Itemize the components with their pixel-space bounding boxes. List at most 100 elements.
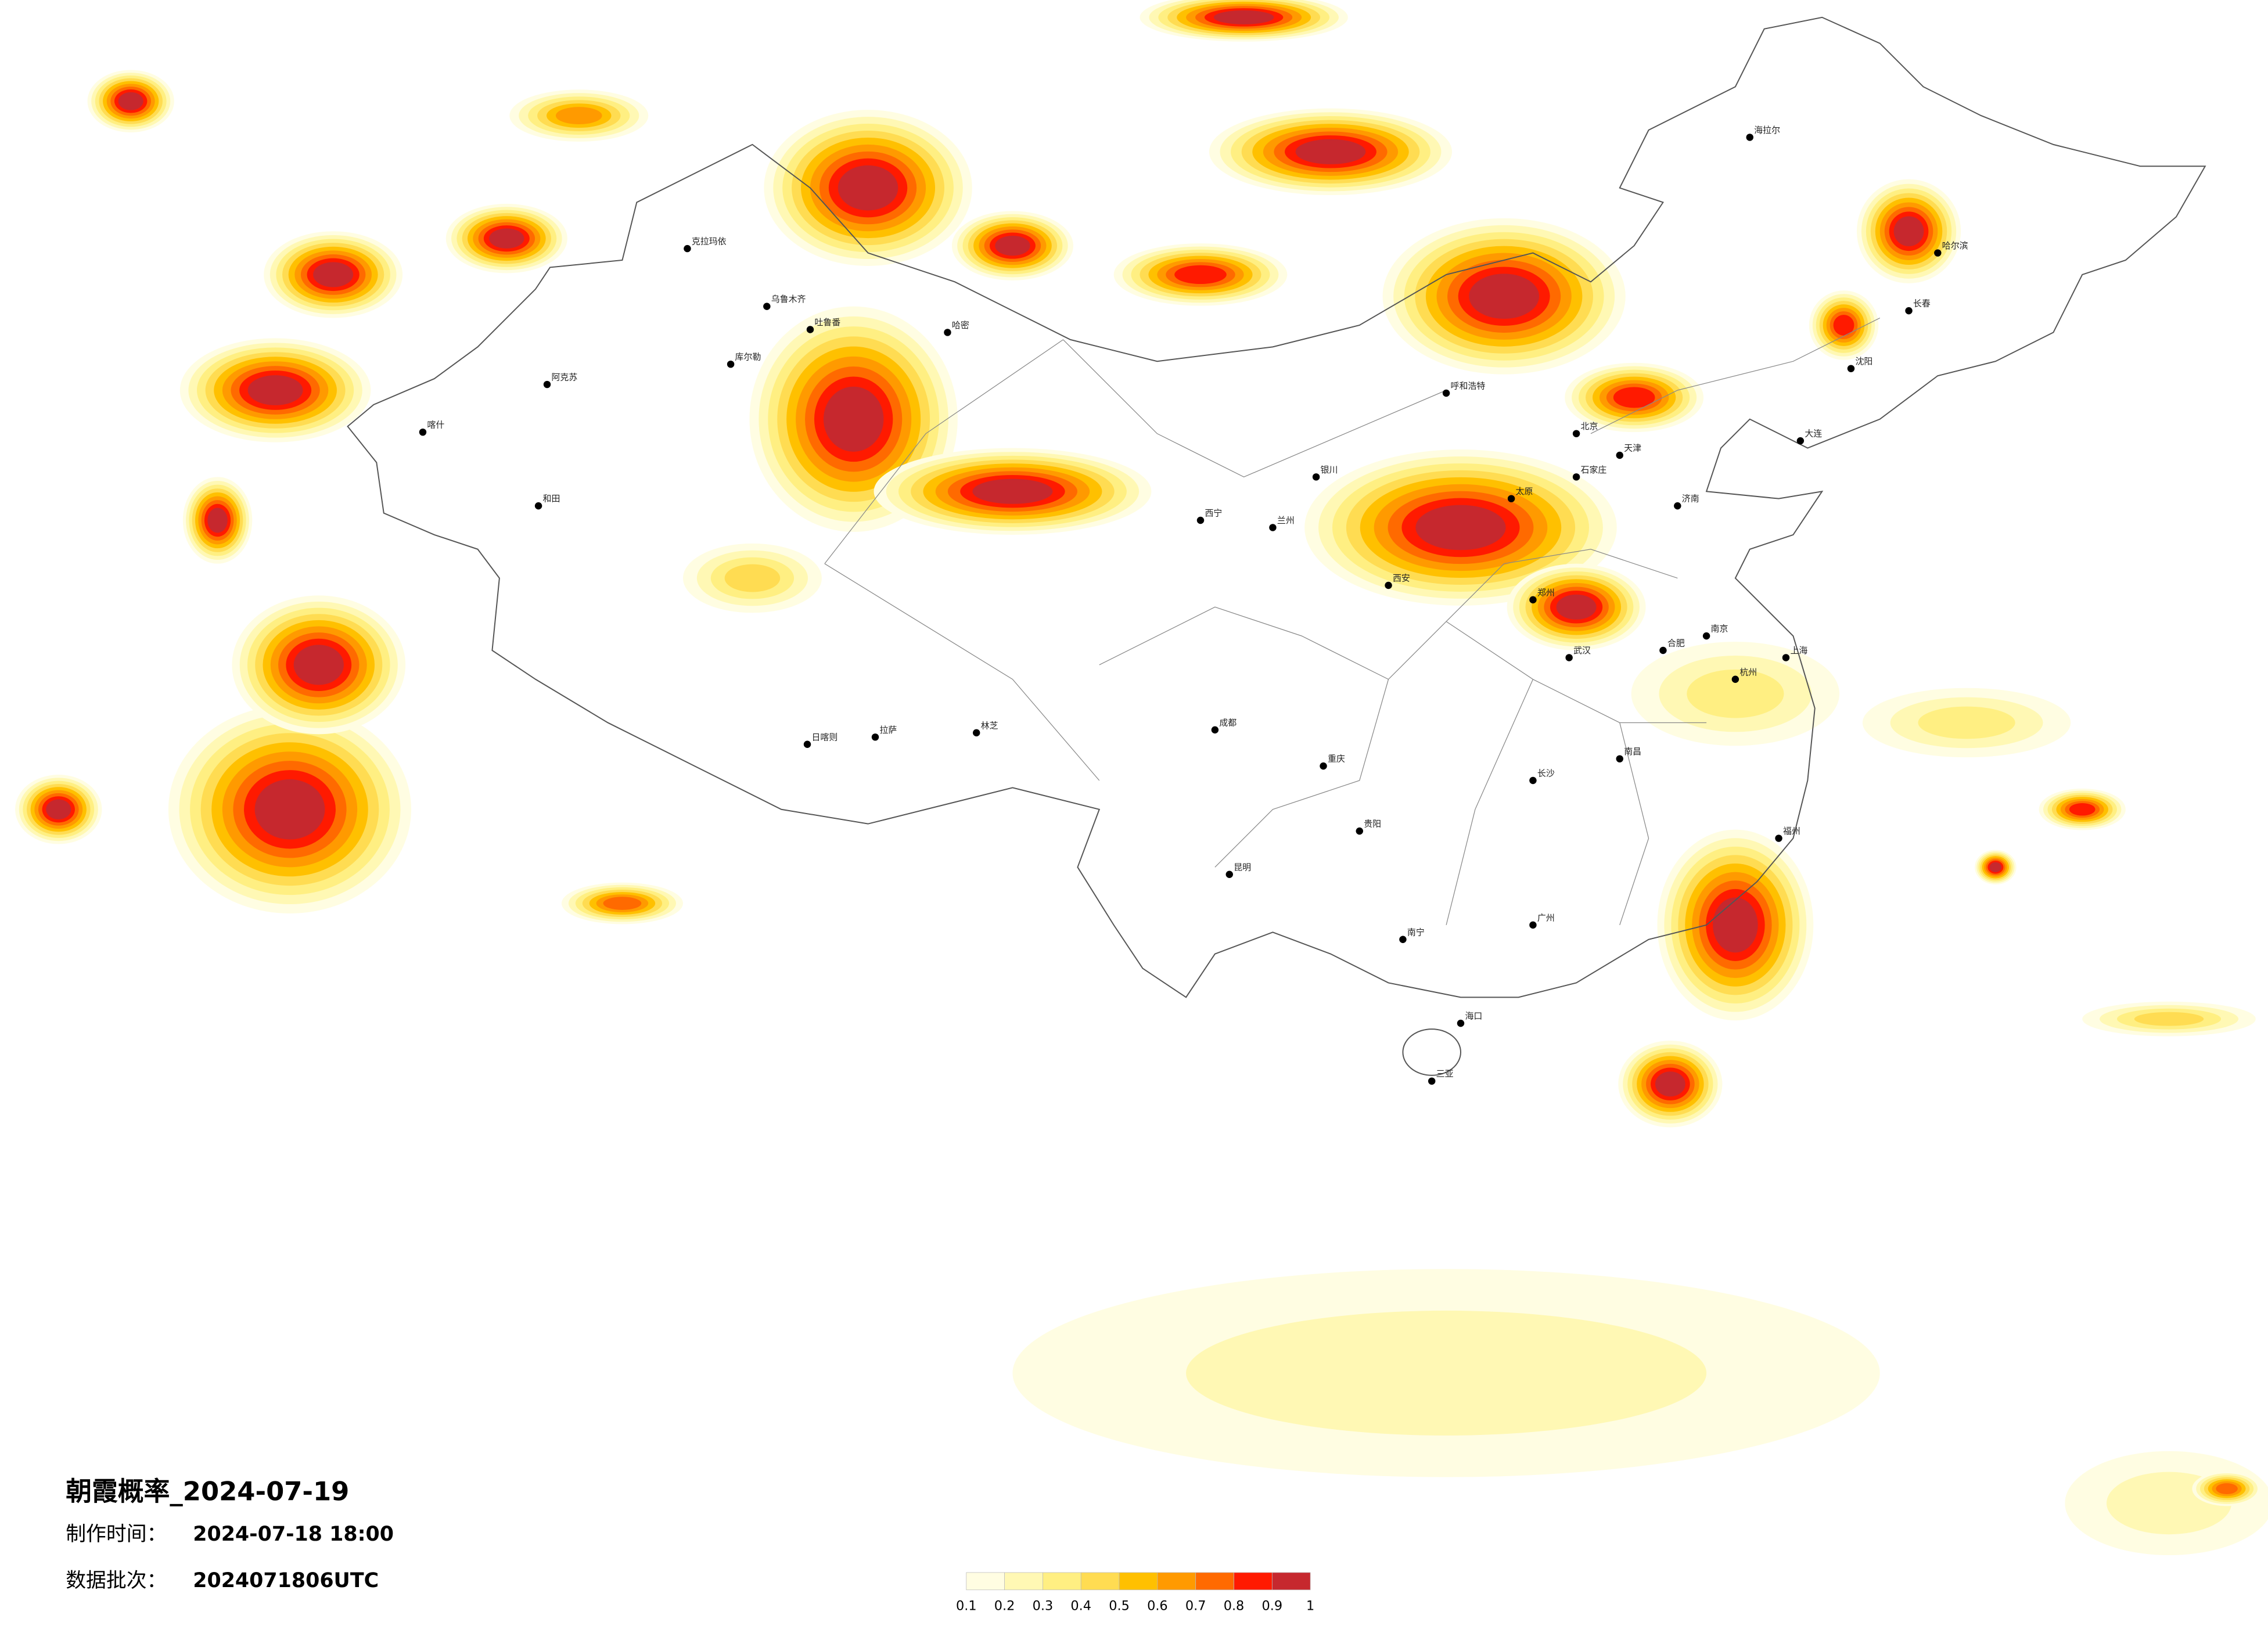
city-dot <box>1905 307 1913 315</box>
city-label: 济南 <box>1682 494 1699 504</box>
city-dot <box>1674 502 1681 510</box>
city-dot <box>1702 632 1710 640</box>
city-dot <box>871 733 879 741</box>
probability-area <box>1833 315 1854 336</box>
probability-area <box>2134 1012 2204 1026</box>
city-label: 西安 <box>1393 573 1410 584</box>
city-dot <box>763 303 771 310</box>
city-dot <box>972 729 980 737</box>
city-dot <box>534 502 542 510</box>
probability-area <box>1174 265 1227 285</box>
city-label: 郑州 <box>1537 587 1555 598</box>
city-label: 哈密 <box>952 320 969 330</box>
legend-swatch <box>1195 1572 1234 1591</box>
batch-label: 数据批次： <box>66 1569 167 1592</box>
probability-area <box>1186 1310 1707 1436</box>
map-title: 朝霞概率_2024-07-19 <box>66 1476 349 1506</box>
legend: 0.1 0.2 0.3 0.4 0.5 0.6 0.7 0.8 0.9 1 <box>956 1572 1314 1614</box>
probability-area <box>1687 669 1784 718</box>
probability-area <box>555 107 602 125</box>
city-label: 天津 <box>1624 443 1641 454</box>
city-dot <box>1196 516 1205 524</box>
city-label: 沈阳 <box>1855 356 1872 366</box>
probability-area <box>1469 274 1540 319</box>
city-label: 喀什 <box>427 420 444 430</box>
city-dot <box>1731 675 1739 683</box>
legend-tick-label: 0.9 <box>1262 1599 1283 1614</box>
city-label: 三亚 <box>1436 1069 1454 1079</box>
city-dot <box>1385 581 1392 589</box>
city-dot <box>1320 762 1327 770</box>
city-label: 太原 <box>1516 486 1533 497</box>
probability-area <box>2069 803 2096 816</box>
probability-area <box>489 228 524 249</box>
city-label: 贵阳 <box>1364 819 1381 829</box>
city-label: 昆明 <box>1234 862 1251 872</box>
city-label: 哈尔滨 <box>1942 240 1968 251</box>
probability-area <box>1295 139 1366 164</box>
city-dot <box>1457 1019 1465 1027</box>
island-outline <box>1402 1028 1461 1076</box>
province-borders <box>824 317 1881 926</box>
city-label: 拉萨 <box>879 725 897 735</box>
city-dot <box>1269 524 1277 531</box>
legend-swatch <box>1234 1572 1273 1591</box>
city-dot <box>1796 437 1805 445</box>
made-time: 2024-07-18 18:00 <box>193 1523 394 1546</box>
city-dot <box>806 326 814 333</box>
probability-area <box>1415 505 1506 551</box>
city-label: 吐鲁番 <box>814 317 840 328</box>
city-dot <box>803 740 811 748</box>
city-label: 银川 <box>1321 465 1338 475</box>
probability-area <box>1918 706 2015 739</box>
probability-area <box>972 479 1053 504</box>
city-label: 林芝 <box>981 720 998 731</box>
probability-area <box>313 262 354 287</box>
legend-tick-label: 0.7 <box>1185 1599 1206 1614</box>
probability-area <box>1713 897 1758 953</box>
made-label: 制作时间： <box>66 1523 167 1546</box>
probability-area <box>603 897 642 910</box>
city-label: 北京 <box>1581 421 1598 431</box>
city-label: 库尔勒 <box>735 352 761 362</box>
legend-tick-label: 0.1 <box>956 1599 977 1614</box>
city-label: 乌鲁木齐 <box>771 294 806 304</box>
probability-area <box>1556 594 1597 620</box>
batch: 2024071806UTC <box>193 1569 379 1592</box>
probability-area <box>995 235 1030 256</box>
probability-area <box>823 386 884 452</box>
legend-tick-label: 1 <box>1306 1599 1314 1614</box>
city-dot <box>1312 473 1320 481</box>
probability-area <box>46 799 71 820</box>
city-dot <box>1529 776 1537 785</box>
city-dot <box>1847 365 1855 372</box>
country-outline <box>347 16 2206 998</box>
probability-area <box>1213 10 1274 24</box>
city-label: 日喀则 <box>811 732 838 742</box>
city-label: 福州 <box>1783 826 1800 836</box>
city-label: 长沙 <box>1537 768 1555 779</box>
city-label: 西宁 <box>1205 508 1222 519</box>
legend-swatch <box>1157 1572 1196 1591</box>
city-label: 南京 <box>1711 624 1728 634</box>
probability-area <box>247 375 303 405</box>
city-dot <box>1399 936 1407 943</box>
city-dot <box>1428 1077 1436 1085</box>
city-dot <box>684 244 691 253</box>
legend-tick-label: 0.3 <box>1033 1599 1054 1614</box>
city-dot <box>727 360 735 368</box>
city-dot <box>944 329 951 336</box>
city-label: 重庆 <box>1328 754 1345 764</box>
probability-area <box>1613 387 1655 408</box>
legend-tick-label: 0.6 <box>1147 1599 1168 1614</box>
city-label: 长春 <box>1913 298 1931 309</box>
city-label: 呼和浩特 <box>1451 381 1486 391</box>
city-dot <box>1356 827 1363 835</box>
city-dot <box>419 428 427 436</box>
probability-area <box>293 645 344 685</box>
probability-area <box>1989 862 2002 872</box>
probability-field <box>15 0 2268 1556</box>
probability-area <box>207 508 228 533</box>
city-label: 阿克苏 <box>551 372 577 383</box>
